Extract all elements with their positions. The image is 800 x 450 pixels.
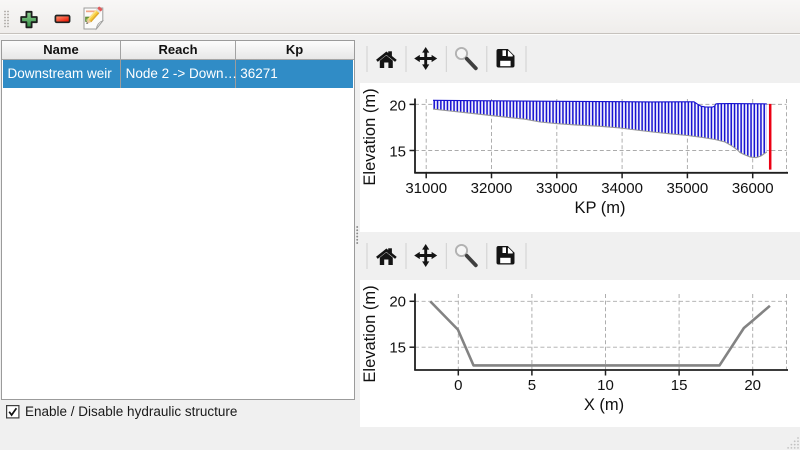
svg-text:34000: 34000 <box>601 180 643 197</box>
svg-text:33000: 33000 <box>536 180 578 197</box>
svg-text:20: 20 <box>744 377 761 394</box>
svg-text:35000: 35000 <box>667 180 709 197</box>
svg-text:15: 15 <box>389 339 406 356</box>
svg-text:0: 0 <box>454 377 462 394</box>
svg-text:32000: 32000 <box>471 180 513 197</box>
svg-text:KP (m): KP (m) <box>574 199 625 217</box>
svg-text:15: 15 <box>389 144 406 161</box>
svg-text:20: 20 <box>389 98 406 115</box>
svg-text:31000: 31000 <box>405 180 447 197</box>
svg-text:20: 20 <box>389 294 406 311</box>
svg-text:Elevation (m): Elevation (m) <box>361 285 379 382</box>
svg-text:X (m): X (m) <box>584 396 624 414</box>
svg-text:10: 10 <box>597 377 614 394</box>
svg-text:36000: 36000 <box>732 180 774 197</box>
svg-text:5: 5 <box>528 377 536 394</box>
svg-text:15: 15 <box>671 377 688 394</box>
svg-text:Elevation (m): Elevation (m) <box>361 88 379 185</box>
